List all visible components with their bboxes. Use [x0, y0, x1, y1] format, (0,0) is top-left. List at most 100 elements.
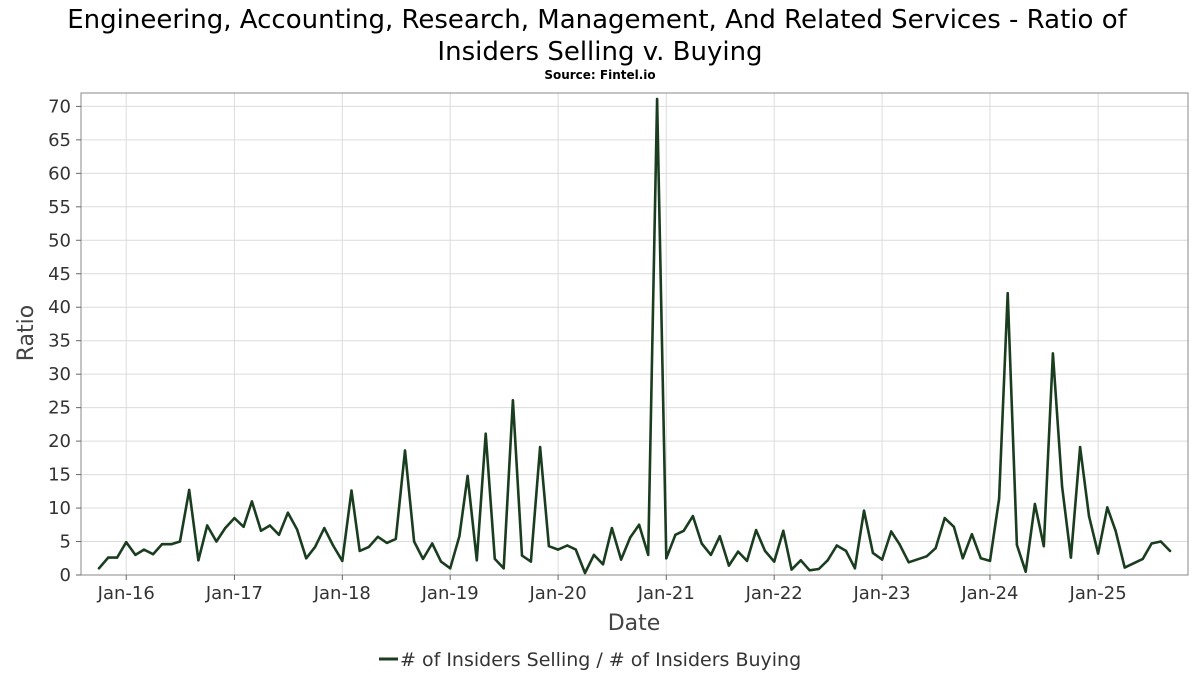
data-point — [178, 540, 182, 543]
data-point — [1141, 557, 1145, 561]
data-point — [350, 489, 353, 492]
data-point — [233, 516, 236, 520]
data-point — [323, 526, 326, 530]
data-point — [358, 549, 361, 553]
series-line — [97, 97, 1172, 575]
data-point — [385, 541, 389, 545]
x-tick-label: Jan-18 — [313, 583, 371, 604]
series-group — [97, 97, 1172, 575]
data-point — [817, 567, 820, 571]
x-tick-label: Jan-17 — [205, 583, 263, 604]
x-tick-label: Jan-19 — [421, 583, 479, 604]
data-point — [97, 567, 101, 570]
data-point — [1024, 570, 1027, 573]
data-point — [700, 542, 703, 545]
data-point — [790, 568, 793, 571]
y-tick-label: 10 — [48, 498, 71, 519]
legend: # of Insiders Selling / # of Insiders Bu… — [379, 649, 801, 671]
data-point — [341, 559, 344, 563]
data-point — [745, 559, 749, 563]
data-point — [1006, 292, 1009, 295]
data-point — [637, 523, 641, 526]
data-point — [601, 563, 605, 566]
data-point — [107, 556, 110, 559]
data-point — [763, 549, 767, 553]
data-point — [313, 545, 317, 549]
x-tick-label: Jan-20 — [529, 583, 587, 604]
data-point — [556, 548, 560, 551]
data-point — [403, 449, 407, 452]
x-tick-label: Jan-23 — [852, 583, 910, 604]
data-point — [1168, 549, 1172, 553]
data-point — [215, 540, 218, 543]
data-point — [277, 533, 281, 536]
x-tick-label: Jan-25 — [1069, 583, 1127, 604]
data-point — [134, 553, 137, 557]
data-point — [1150, 542, 1153, 545]
data-point — [259, 529, 263, 532]
data-point — [835, 544, 838, 547]
data-point — [970, 533, 974, 536]
data-point — [206, 524, 209, 527]
data-point — [1033, 502, 1037, 506]
data-point — [502, 567, 505, 570]
data-point — [1087, 514, 1091, 518]
data-point — [583, 571, 587, 575]
chart-title-line-1: Engineering, Accounting, Research, Manag… — [67, 5, 1127, 35]
data-point — [1051, 352, 1055, 355]
data-point — [421, 557, 425, 561]
data-point — [188, 488, 191, 492]
data-point — [898, 543, 901, 546]
chart-title-line-2: Insiders Selling v. Buying — [437, 37, 762, 67]
x-tick-label: Jan-16 — [97, 583, 155, 604]
data-point — [619, 558, 623, 561]
data-point — [151, 553, 155, 556]
y-tick-label: 55 — [48, 197, 71, 218]
data-point — [871, 551, 875, 555]
data-point — [907, 561, 910, 564]
data-point — [665, 557, 668, 560]
data-point — [170, 543, 173, 546]
data-point — [242, 525, 245, 528]
y-tick-label: 70 — [48, 96, 71, 117]
grid — [81, 93, 1188, 576]
data-point — [331, 544, 335, 547]
data-point — [880, 558, 884, 561]
y-axis-label: Ratio — [14, 305, 39, 361]
data-point — [925, 555, 928, 558]
data-point — [529, 560, 533, 563]
data-point — [754, 528, 758, 532]
data-point — [1042, 545, 1046, 548]
data-point — [1096, 552, 1100, 555]
data-point — [458, 535, 461, 538]
data-point — [566, 544, 569, 547]
data-point — [610, 526, 614, 530]
data-point — [934, 547, 937, 550]
data-point — [647, 553, 650, 557]
data-point — [682, 529, 685, 532]
data-point — [286, 511, 290, 514]
data-point — [224, 526, 227, 530]
data-point — [511, 399, 515, 402]
data-point — [997, 497, 1001, 500]
data-point — [782, 529, 785, 532]
data-point — [844, 549, 848, 553]
x-axis-label: Date — [608, 611, 661, 636]
data-point — [376, 535, 379, 538]
data-point — [1106, 506, 1109, 509]
y-tick-label: 40 — [48, 297, 71, 318]
y-tick-label: 20 — [48, 431, 71, 452]
y-tick-label: 0 — [60, 565, 71, 586]
data-point — [142, 548, 146, 551]
data-point — [449, 567, 452, 570]
data-point — [961, 557, 964, 560]
data-point — [493, 557, 496, 561]
data-point — [862, 509, 866, 512]
data-point — [674, 533, 677, 536]
data-point — [412, 540, 416, 543]
data-point — [1015, 543, 1019, 547]
legend-label: # of Insiders Selling / # of Insiders Bu… — [400, 649, 801, 671]
data-point — [305, 557, 308, 560]
y-tick-label: 25 — [48, 398, 71, 419]
data-point — [431, 542, 434, 545]
